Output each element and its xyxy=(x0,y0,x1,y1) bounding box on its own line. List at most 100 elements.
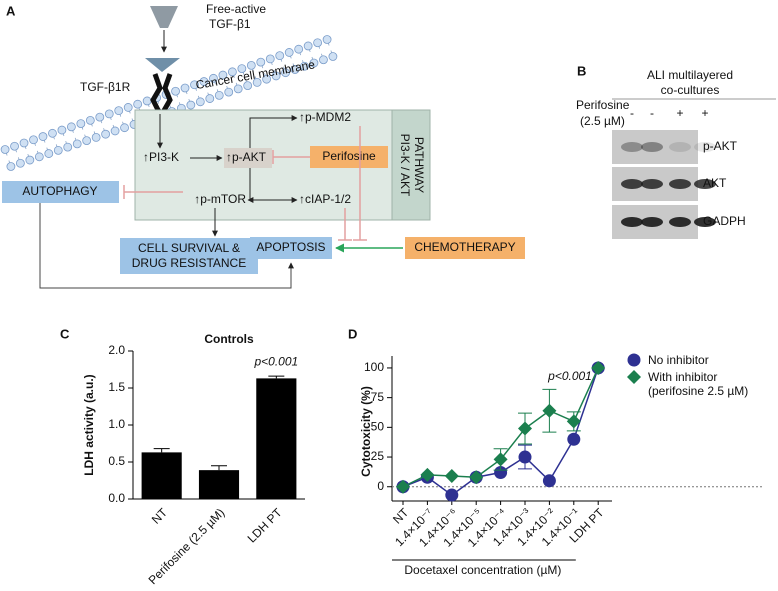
lipid-head xyxy=(262,74,272,84)
treatment-label: Perifosine xyxy=(576,98,630,112)
blot-band xyxy=(669,179,691,189)
point xyxy=(469,470,484,485)
bar xyxy=(256,378,297,499)
node-box xyxy=(310,146,388,168)
lipid-head xyxy=(57,125,67,135)
lane-sign: - xyxy=(650,106,654,120)
lipid-head xyxy=(38,132,48,141)
lipid-head xyxy=(95,112,105,122)
lipid-head xyxy=(205,94,215,103)
lipid-head xyxy=(271,71,281,81)
blot-band xyxy=(641,142,663,152)
chart-title: Controls xyxy=(204,332,254,346)
error-bar xyxy=(153,448,170,453)
x-tick-label: LDH PT xyxy=(245,505,286,546)
panel-label: C xyxy=(60,326,70,341)
lane-sign: + xyxy=(701,106,708,120)
y-tick-label: 0.5 xyxy=(108,454,125,468)
lipid-head xyxy=(72,139,82,149)
blot-strip xyxy=(612,130,698,164)
row-label: AKT xyxy=(703,176,727,190)
blot-band xyxy=(621,142,643,152)
legend-label: With inhibitor (perifosine 2.5 µM) xyxy=(648,370,749,398)
blot-band xyxy=(694,217,716,227)
y-tick-label: 1.0 xyxy=(108,417,125,431)
node-text: ↑PI3-K xyxy=(143,150,179,164)
lipid-head xyxy=(218,70,228,80)
y-tick-label: 1.5 xyxy=(108,380,125,394)
pathway-label: PATHWAY xyxy=(412,137,426,193)
node-box xyxy=(250,237,332,259)
lipid-head xyxy=(44,149,54,158)
pathway-band xyxy=(391,109,431,221)
lipid-head xyxy=(63,142,73,152)
lipid-head xyxy=(66,122,76,132)
blot-band xyxy=(621,179,643,189)
node-text: AUTOPHAGY xyxy=(22,184,97,198)
blot: - - + + p-AKT AKT GADPH xyxy=(612,106,746,239)
point xyxy=(566,414,581,429)
lipid-head xyxy=(294,44,304,54)
y-tick-label: 0.0 xyxy=(108,491,125,505)
lipid-head xyxy=(209,73,218,83)
lipid-head xyxy=(233,84,243,94)
lipid-head xyxy=(246,60,256,70)
lipid-head xyxy=(171,86,180,96)
lipid-head xyxy=(319,55,328,65)
blot-band xyxy=(669,217,691,227)
membrane-label: Cancer cell membrane xyxy=(195,57,317,92)
point xyxy=(518,421,532,436)
node-box xyxy=(2,181,119,203)
y-tick-label: 0 xyxy=(377,479,384,493)
y-tick-label: 100 xyxy=(364,360,384,374)
lipid-head xyxy=(252,77,262,87)
receptor-label: TGF-β1R xyxy=(80,80,131,94)
blot-title: co-cultures xyxy=(661,83,720,97)
lipid-head xyxy=(114,106,124,116)
blot-band xyxy=(694,142,716,152)
lipid-head xyxy=(142,96,152,106)
node-box xyxy=(120,238,258,274)
lipid-head xyxy=(101,129,111,139)
node-text: ↑p-mTOR xyxy=(194,192,246,206)
point xyxy=(494,465,508,479)
y-tick-label: 2.0 xyxy=(108,343,125,357)
node-text: CHEMOTHERAPY xyxy=(414,240,515,254)
node-box xyxy=(405,237,525,259)
panel-label: A xyxy=(6,3,16,18)
y-axis-label: Cytotoxicity (%) xyxy=(359,386,373,477)
node-text: DRUG RESISTANCE xyxy=(132,256,246,270)
annotation: p<0.001 xyxy=(253,354,298,368)
point xyxy=(493,452,508,467)
bar xyxy=(141,452,182,499)
lipid-head xyxy=(199,77,209,86)
lipid-head xyxy=(195,97,205,107)
node-text: ↑p-MDM2 xyxy=(299,110,351,124)
row-label: p-AKT xyxy=(703,139,738,153)
ligand-icon xyxy=(150,6,178,28)
inhibition xyxy=(338,208,352,241)
lipid-head xyxy=(322,35,332,44)
node-text: Perifosine xyxy=(322,149,376,163)
lipid-head xyxy=(15,158,25,168)
lipid-head xyxy=(256,57,266,67)
lipid-head xyxy=(284,48,294,57)
lipid-head xyxy=(243,81,253,91)
receptor-icon xyxy=(145,58,180,72)
point xyxy=(542,403,557,418)
lipid-head xyxy=(104,109,114,119)
lipid-head xyxy=(133,99,143,109)
lipid-head xyxy=(328,52,338,61)
blot-title: ALI multilayered xyxy=(647,68,733,82)
lipid-head xyxy=(227,67,237,77)
error-bar xyxy=(268,375,285,379)
lipid-head xyxy=(91,132,101,142)
lipid-head xyxy=(265,54,275,64)
lipid-head xyxy=(120,123,129,133)
lipid-head xyxy=(110,126,120,136)
lipid-head xyxy=(10,141,19,151)
annotation: p<0.001 xyxy=(547,369,592,383)
lipid-head xyxy=(85,115,95,125)
point xyxy=(591,360,606,375)
lipid-head xyxy=(303,41,313,51)
